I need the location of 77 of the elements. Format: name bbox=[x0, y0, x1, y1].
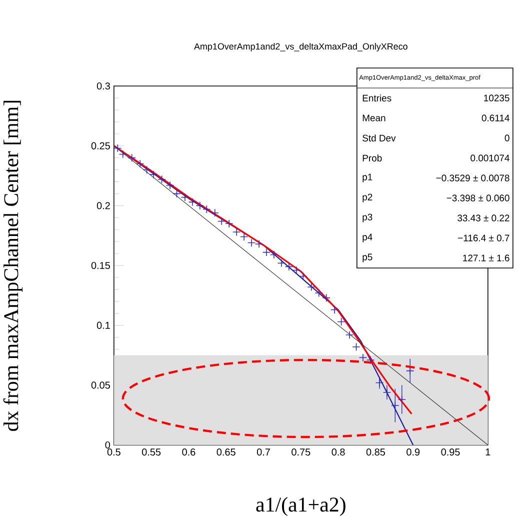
point bbox=[366, 356, 375, 364]
point bbox=[166, 181, 174, 190]
chart-title: Amp1OverAmp1and2_vs_deltaXmaxPad_OnlyXReco bbox=[194, 43, 408, 52]
y-tick-label: 0.2 bbox=[96, 202, 110, 210]
annotation: Prob bbox=[362, 154, 382, 162]
point bbox=[270, 250, 278, 259]
point bbox=[337, 318, 346, 326]
annotation: Std Dev bbox=[362, 134, 396, 142]
point bbox=[277, 259, 286, 268]
y-tick-label: 0.05 bbox=[91, 382, 110, 389]
point bbox=[398, 395, 406, 404]
point bbox=[375, 378, 384, 387]
point bbox=[247, 238, 256, 247]
point bbox=[284, 262, 294, 271]
annotation: 127.1 ± 1.6 bbox=[463, 254, 510, 262]
point bbox=[391, 401, 400, 410]
y-tick-label: 0.1 bbox=[96, 322, 110, 329]
annotation: Entries bbox=[362, 94, 392, 102]
annotation: p5 bbox=[362, 254, 372, 262]
point bbox=[382, 388, 392, 396]
x-axis-title: a1/(a1+a2) bbox=[256, 496, 346, 516]
point bbox=[322, 294, 330, 302]
text: 0 bbox=[504, 134, 510, 142]
point bbox=[232, 228, 241, 236]
y-tick-label: 0 bbox=[105, 441, 110, 449]
point bbox=[330, 306, 339, 314]
point bbox=[188, 198, 197, 206]
point bbox=[262, 248, 271, 256]
annotation: 10235 bbox=[484, 94, 510, 102]
point bbox=[352, 342, 360, 351]
point bbox=[142, 166, 151, 174]
point bbox=[128, 154, 136, 162]
annotation: −116.4 ± 0.7 bbox=[458, 234, 510, 242]
point bbox=[254, 240, 264, 248]
point bbox=[180, 193, 190, 202]
point bbox=[225, 220, 234, 228]
annotation: 0.001074 bbox=[470, 154, 510, 162]
x-tick-label: 0.75 bbox=[292, 448, 310, 456]
point bbox=[172, 190, 181, 198]
annotation: p2 bbox=[362, 194, 372, 202]
annotation: 0.6114 bbox=[482, 114, 510, 122]
x-tick-label: 0.85 bbox=[366, 448, 386, 456]
x-tick-label: 0.55 bbox=[142, 448, 161, 456]
x-tick-label: 0.65 bbox=[216, 448, 236, 456]
point bbox=[345, 330, 354, 340]
x-tick-label: 0.9 bbox=[406, 448, 420, 456]
y-tick-label: 0.3 bbox=[96, 82, 110, 90]
point bbox=[299, 272, 308, 280]
annotation: Mean bbox=[362, 114, 386, 122]
x-tick-label: 1 bbox=[486, 448, 490, 456]
point bbox=[150, 170, 158, 179]
point bbox=[136, 160, 144, 168]
x-tick-label: 0.8 bbox=[332, 448, 345, 456]
point bbox=[202, 205, 211, 214]
x-tick-label: 0.7 bbox=[257, 448, 270, 456]
annotation: −0.3529 ± 0.0078 bbox=[436, 174, 510, 182]
point bbox=[307, 282, 316, 292]
annotation: 33.43 ± 0.22 bbox=[458, 214, 510, 222]
y-tick-label: 0.25 bbox=[91, 142, 110, 150]
point bbox=[406, 366, 414, 375]
point bbox=[292, 266, 301, 274]
x-tick-label: 0.5 bbox=[107, 448, 120, 456]
x-tick-label: 0.6 bbox=[182, 448, 196, 456]
annotation: −3.398 ± 0.060 bbox=[446, 194, 510, 202]
annotation: p1 bbox=[362, 174, 372, 182]
point bbox=[218, 217, 226, 226]
annotation: p3 bbox=[362, 214, 372, 222]
point bbox=[240, 232, 248, 241]
point bbox=[196, 202, 204, 210]
point bbox=[210, 208, 220, 217]
annotation: p4 bbox=[362, 234, 372, 242]
x-tick-label: 0.95 bbox=[441, 448, 460, 456]
y-tick-label: 0.15 bbox=[91, 262, 110, 270]
point bbox=[314, 288, 324, 298]
y-axis-title: dx from maxAmpChannel Center [mm] bbox=[3, 100, 23, 431]
point bbox=[358, 354, 368, 362]
point bbox=[158, 175, 166, 184]
